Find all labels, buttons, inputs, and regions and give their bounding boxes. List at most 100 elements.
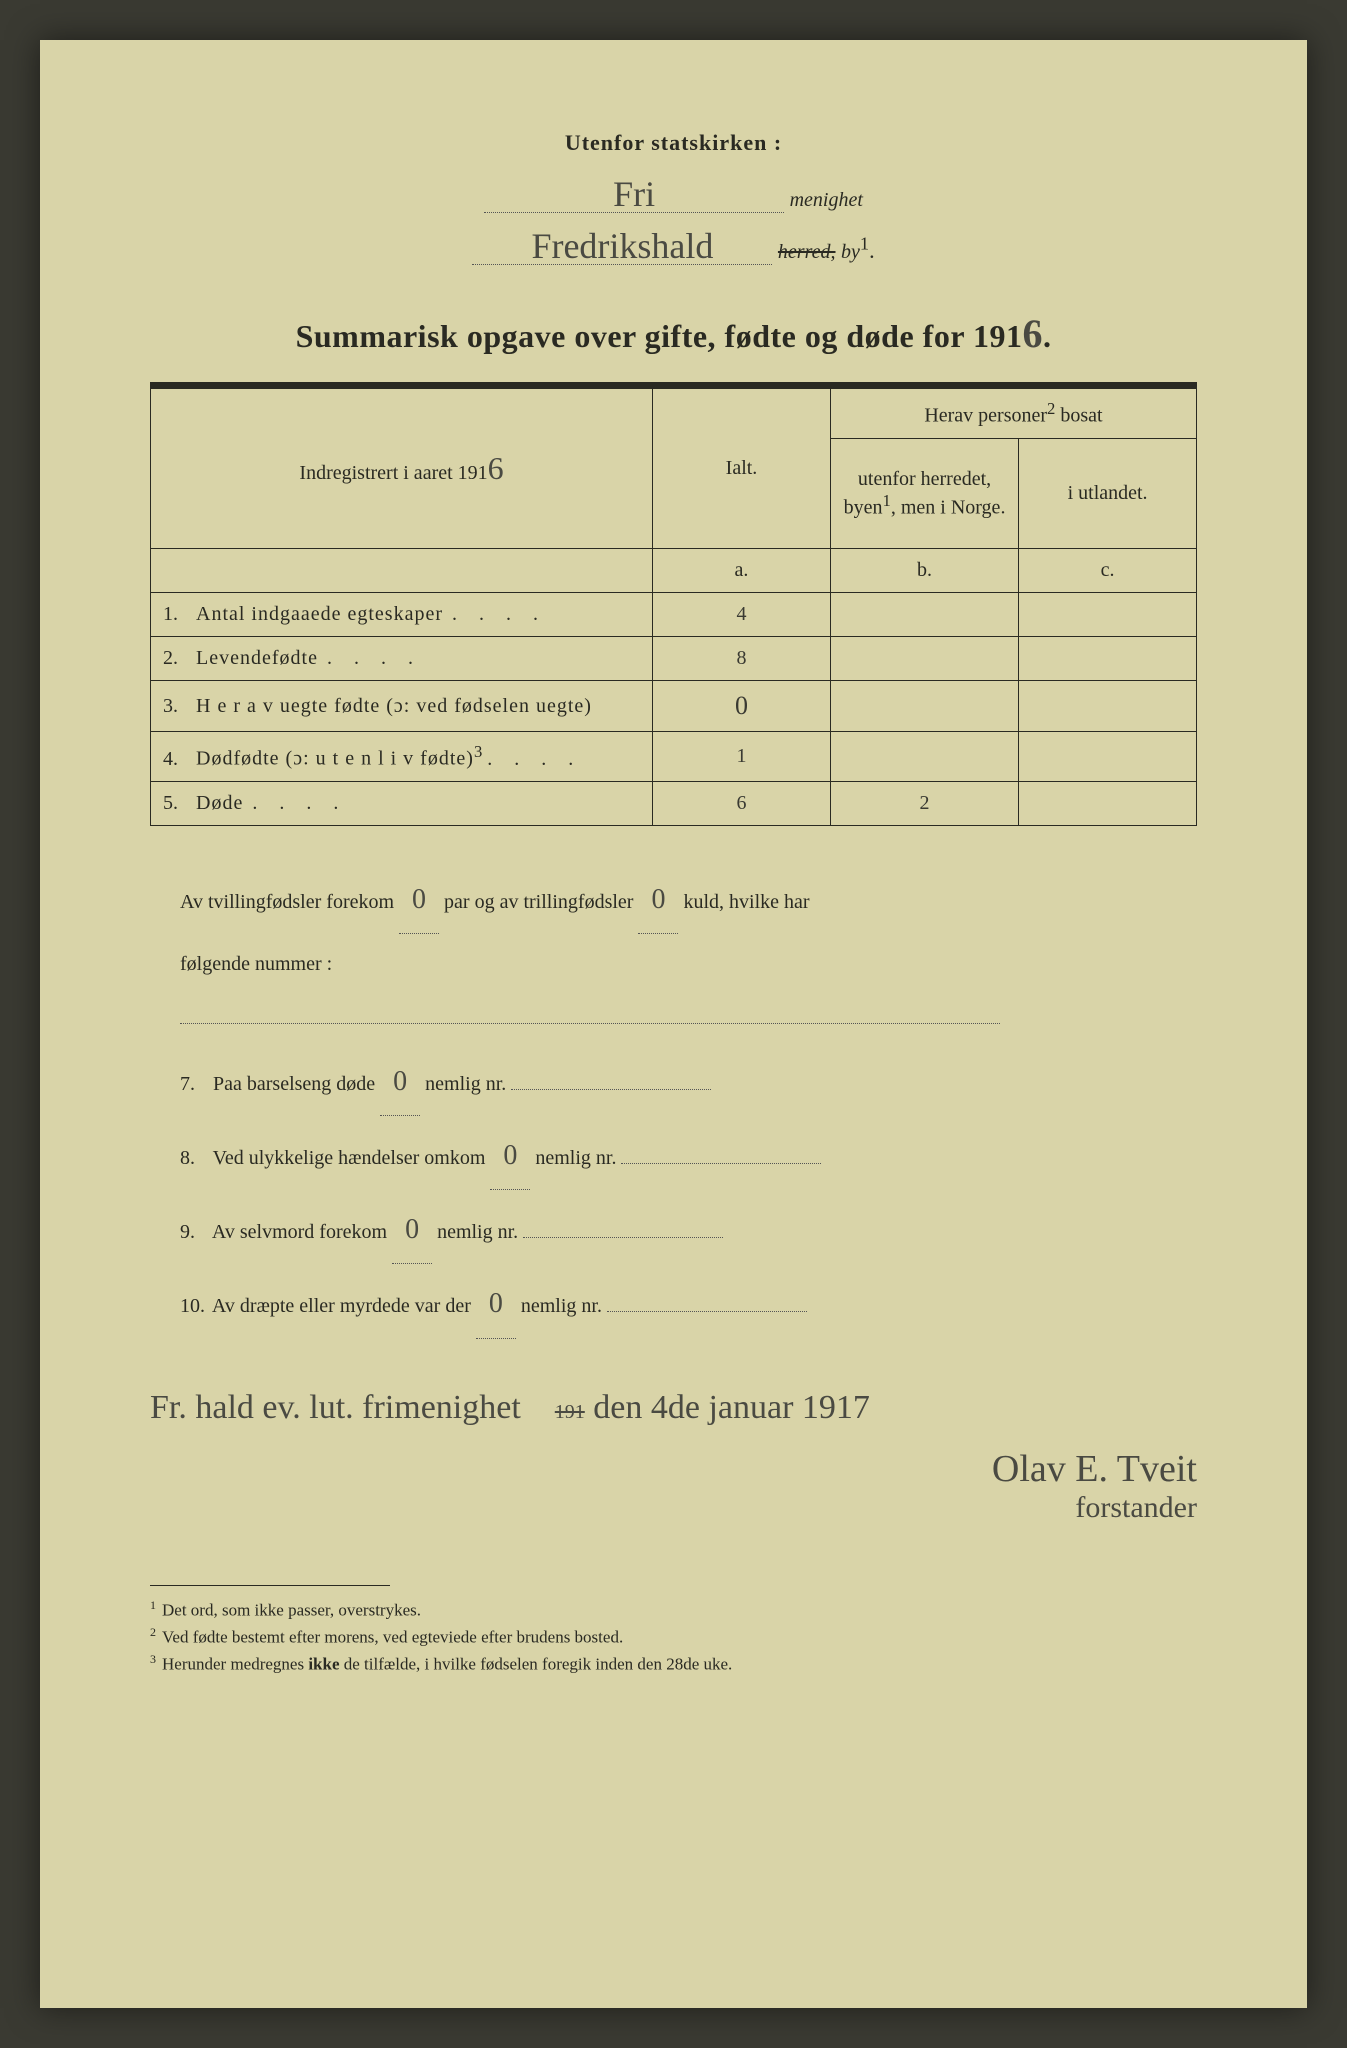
footnote-rule (150, 1585, 390, 1586)
blank-line (180, 1006, 1000, 1024)
herred-struck: herred, (778, 241, 836, 263)
q-pre: Paa barselseng døde (213, 1073, 375, 1095)
l6-d: følgende nummer : (180, 953, 332, 975)
cell-c (1019, 593, 1197, 637)
th-herav: Herav personer2 bosat (830, 389, 1196, 439)
sig-title: forstander (150, 1491, 1197, 1525)
l6-v2: 0 (638, 866, 678, 934)
q-post: nemlig nr. (425, 1073, 506, 1095)
q-num: 7. (180, 1060, 208, 1108)
cell-a: 4 (653, 593, 831, 637)
q-num: 10. (180, 1282, 208, 1330)
cell-b (830, 732, 1018, 782)
row-label: H e r a v uegte fødte (ɔ: ved fødselen u… (196, 695, 592, 717)
document-page: Utenfor statskirken : Fri menighet Fredr… (40, 40, 1307, 2008)
congregation-line: Fri menighet (150, 176, 1197, 213)
th-reg-year: 6 (488, 450, 504, 486)
th-col-b: utenfor herredet, byen1, men i Norge. (830, 439, 1018, 549)
table-row: 5. Døde 6 2 (151, 781, 1197, 825)
cell-a: 6 (653, 781, 831, 825)
sig-name: Olav E. Tveit (150, 1447, 1197, 1491)
row-num: 1. (163, 603, 191, 626)
footnote-3: 3Herunder medregnes ikke de tilfælde, i … (150, 1650, 1197, 1677)
footnote-1: 1Det ord, som ikke passer, overstrykes. (150, 1596, 1197, 1623)
over-label: Utenfor statskirken : (565, 130, 782, 155)
fn1-text: Det ord, som ikke passer, overstrykes. (162, 1600, 421, 1619)
summary-table: Indregistrert i aaret 1916 Ialt. Herav p… (150, 388, 1197, 826)
sub-blank (151, 549, 653, 593)
cell-a: 0 (653, 681, 831, 732)
th-ialt: Ialt. (653, 389, 831, 549)
title-pre: Summarisk opgave over gifte, fødte og dø… (296, 318, 1023, 354)
l6-c: kuld, hvilke har (683, 891, 809, 913)
sub-b: b. (830, 549, 1018, 593)
q9: 9. Av selvmord forekom 0 nemlig nr. (180, 1196, 1197, 1264)
q-val: 0 (380, 1048, 420, 1116)
row-num: 2. (163, 647, 191, 670)
line-6b: følgende nummer : (180, 940, 1197, 988)
row-dots (487, 748, 577, 770)
cell-b (830, 637, 1018, 681)
row-label: Antal indgaaede egteskaper (196, 603, 542, 625)
main-title: Summarisk opgave over gifte, fødte og dø… (150, 310, 1197, 357)
l6-b: par og av trillingfødsler (444, 891, 633, 913)
fn2-text: Ved fødte bestemt efter morens, ved egte… (162, 1627, 623, 1646)
q-val: 0 (392, 1196, 432, 1264)
q-blank (607, 1294, 807, 1312)
row-num: 4. (163, 748, 191, 771)
title-year-hand: 6 (1022, 311, 1043, 356)
q-blank (523, 1220, 723, 1238)
signature-block: Fr. hald ev. lut. frimenighet 191 den 4d… (150, 1389, 1197, 1525)
sig-place-line: Fr. hald ev. lut. frimenighet 191 den 4d… (150, 1389, 1197, 1427)
q-pre: Ved ulykkelige hændelser omkom (213, 1147, 486, 1169)
l6-a: Av tvillingfødsler forekom (180, 891, 394, 913)
sub-c: c. (1019, 549, 1197, 593)
sig-place: Fr. hald ev. lut. frimenighet (150, 1389, 521, 1426)
q-post: nemlig nr. (521, 1295, 602, 1317)
th-herav-text: Herav personer (924, 405, 1047, 427)
row-label: Levendefødte (196, 647, 417, 669)
cell-c (1019, 781, 1197, 825)
q-pre: Av dræpte eller myrdede var der (212, 1295, 471, 1317)
table-row: 2. Levendefødte 8 (151, 637, 1197, 681)
row-num: 3. (163, 695, 191, 718)
place-handwritten: Fredrikshald (472, 228, 772, 265)
cell-c (1019, 681, 1197, 732)
cell-c (1019, 637, 1197, 681)
table-row: 1. Antal indgaaede egteskaper 4 (151, 593, 1197, 637)
q7: 7. Paa barselseng døde 0 nemlig nr. (180, 1048, 1197, 1116)
q-num: 9. (180, 1208, 208, 1256)
sig-den-strike: 191 (555, 1401, 585, 1423)
q-blank (511, 1072, 711, 1090)
congregation-handwritten: Fri (484, 176, 784, 213)
q-num: 8. (180, 1134, 208, 1182)
title-post: . (1043, 318, 1052, 354)
q-val: 0 (476, 1270, 516, 1338)
l6-v1: 0 (399, 866, 439, 934)
cell-c (1019, 732, 1197, 782)
line-6: Av tvillingfødsler forekom 0 par og av t… (180, 866, 1197, 934)
cell-a: 1 (653, 732, 831, 782)
th-b-sup: 1 (883, 491, 891, 510)
period: . (869, 238, 875, 263)
footnotes: 1Det ord, som ikke passer, overstrykes. … (150, 1596, 1197, 1677)
cell-a: 8 (653, 637, 831, 681)
th-registered: Indregistrert i aaret 1916 (151, 389, 653, 549)
q-blank (621, 1146, 821, 1164)
congregation-suffix: menighet (790, 189, 863, 211)
sig-date: den 4de januar 1917 (593, 1389, 870, 1426)
row-label: Døde (196, 792, 342, 814)
th-herav-post: bosat (1055, 405, 1102, 427)
header-block: Utenfor statskirken : (150, 130, 1197, 156)
below-table-block: Av tvillingfødsler forekom 0 par og av t… (150, 866, 1197, 1339)
th-reg-pre: Indregistrert i aaret 191 (299, 462, 487, 484)
table-row: 3. H e r a v uegte fødte (ɔ: ved fødsele… (151, 681, 1197, 732)
q-post: nemlig nr. (535, 1147, 616, 1169)
q-post: nemlig nr. (437, 1221, 518, 1243)
sub-a: a. (653, 549, 831, 593)
place-line: Fredrikshald herred, by1. (150, 228, 1197, 265)
q-pre: Av selvmord forekom (212, 1221, 387, 1243)
q8: 8. Ved ulykkelige hændelser omkom 0 neml… (180, 1122, 1197, 1190)
cell-b (830, 593, 1018, 637)
cell-b (830, 681, 1018, 732)
